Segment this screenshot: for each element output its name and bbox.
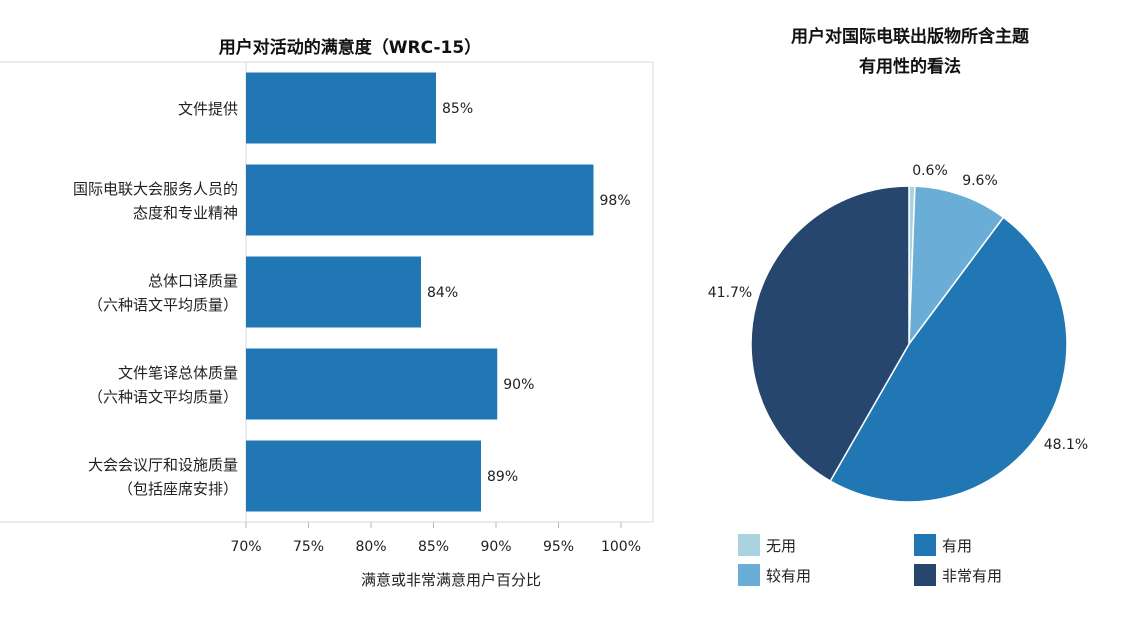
pie-slice-label: 41.7% xyxy=(708,285,752,301)
x-tick-label: 80% xyxy=(355,539,386,555)
bar-chart-title: 用户对活动的满意度（WRC-15） xyxy=(218,38,482,58)
legend-item-useful: 有用 xyxy=(914,534,972,556)
legend-label: 无用 xyxy=(766,536,797,555)
legend-swatch-useless xyxy=(738,534,760,556)
x-tick-label: 95% xyxy=(543,539,574,555)
pie-title-line-2: 有用性的看法 xyxy=(859,57,961,77)
bar-value-label: 85% xyxy=(442,101,473,117)
category-label: （包括座席安排） xyxy=(118,480,238,498)
category-label: 文件提供 xyxy=(178,100,238,118)
x-tick-label: 100% xyxy=(601,539,641,555)
bar-value-label: 90% xyxy=(503,377,534,393)
pie-chart-title: 用户对国际电联出版物所含主题 有用性的看法 xyxy=(740,22,1080,82)
bar xyxy=(246,348,498,420)
pie-slice xyxy=(908,185,1005,347)
legend-label: 有用 xyxy=(942,536,973,555)
legend-label: 较有用 xyxy=(766,566,812,585)
x-tick-label: 70% xyxy=(230,539,261,555)
pie-slice-label: 9.6% xyxy=(962,173,998,189)
category-label: 态度和专业精神 xyxy=(133,204,238,222)
pie-slice xyxy=(750,185,910,483)
category-label: 大会会议厅和设施质量 xyxy=(88,456,238,474)
pie-slice xyxy=(829,216,1068,503)
bar-value-label: 89% xyxy=(487,469,518,485)
pie-title-line-1: 用户对国际电联出版物所含主题 xyxy=(791,27,1029,47)
bar xyxy=(246,440,481,512)
bar-value-label: 98% xyxy=(600,193,631,209)
legend-swatch-useful xyxy=(914,534,936,556)
category-label: 总体口译质量 xyxy=(148,272,238,290)
x-axis-label: 满意或非常满意用户百分比 xyxy=(361,571,541,589)
category-label: 国际电联大会服务人员的 xyxy=(73,180,238,198)
category-label: （六种语文平均质量） xyxy=(88,388,238,406)
pie-slice-label: 48.1% xyxy=(1044,437,1088,453)
pie-slice-label: 0.6% xyxy=(912,163,948,179)
legend-swatch-somewhat-useful xyxy=(738,564,760,586)
x-tick-label: 90% xyxy=(480,539,511,555)
category-label: （六种语文平均质量） xyxy=(88,296,238,314)
x-tick-label: 85% xyxy=(418,539,449,555)
bar xyxy=(246,72,436,144)
x-tick-label: 75% xyxy=(293,539,324,555)
bar xyxy=(246,256,421,328)
legend-label: 非常有用 xyxy=(942,566,1003,585)
legend-item-useless: 无用 xyxy=(738,534,796,556)
bar-value-label: 84% xyxy=(427,285,458,301)
bar xyxy=(246,164,594,236)
legend-item-somewhat-useful: 较有用 xyxy=(738,564,811,586)
legend-item-very-useful: 非常有用 xyxy=(914,564,1002,586)
legend-swatch-very-useful xyxy=(914,564,936,586)
category-label: 文件笔译总体质量 xyxy=(118,364,238,382)
